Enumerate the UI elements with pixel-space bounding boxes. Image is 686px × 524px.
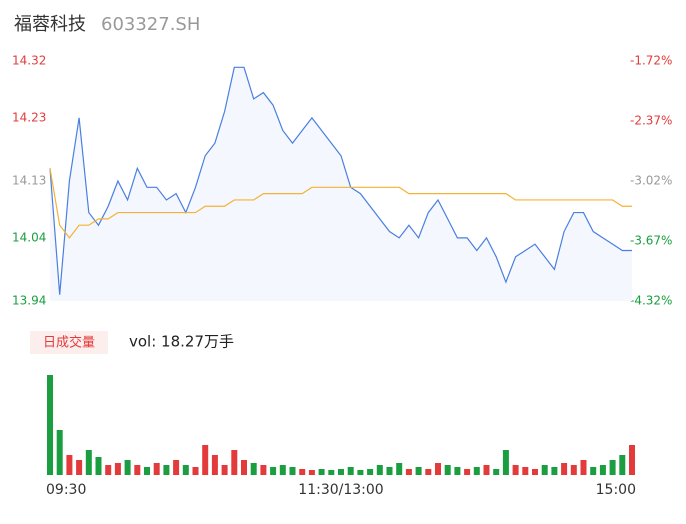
volume-bar [66, 455, 73, 475]
volume-bar [512, 465, 519, 475]
volume-bar [347, 467, 354, 475]
volume-bar [590, 467, 597, 475]
volume-bar [279, 465, 286, 475]
volume-bar [289, 467, 296, 475]
volume-bar [473, 467, 480, 475]
volume-bar [609, 460, 616, 475]
volume-bar [250, 463, 257, 475]
volume-bar [435, 463, 441, 475]
volume-bar [308, 470, 315, 475]
volume-bar [114, 463, 121, 475]
y2-tick-label: -2.37% [630, 114, 672, 128]
volume-bar [47, 375, 53, 475]
price-line [49, 66, 632, 295]
volume-bar [163, 465, 170, 475]
volume-bar [173, 460, 180, 475]
volume-bar [338, 469, 344, 475]
volume-bar [270, 467, 277, 475]
volume-bar [541, 465, 548, 475]
volume-bar [357, 470, 364, 475]
volume-bar [561, 463, 568, 475]
volume-bar [629, 445, 635, 475]
volume-bar [570, 465, 577, 475]
x-tick-label: 15:00 [596, 482, 636, 498]
volume-bar [502, 450, 509, 475]
volume-bar [105, 465, 112, 475]
y-tick-label: 14.04 [12, 230, 46, 244]
y-tick-label: 14.13 [12, 174, 46, 188]
volume-bar [551, 467, 558, 475]
volume-bar [221, 465, 228, 475]
volume-total: vol: 18.27万手 [129, 333, 234, 351]
volume-bar [386, 467, 393, 475]
volume-bar [522, 467, 529, 475]
volume-bar [599, 465, 606, 475]
volume-bar [483, 465, 490, 475]
volume-bar [464, 469, 471, 475]
average-line [49, 168, 632, 239]
volume-bar [192, 467, 199, 475]
x-tick-label: 09:30 [46, 482, 86, 498]
volume-bar [299, 469, 306, 475]
volume-bar [376, 465, 383, 475]
volume-bar [153, 463, 160, 475]
volume-bar [231, 450, 238, 475]
volume-badge [30, 331, 108, 354]
volume-bar [415, 467, 422, 475]
y2-tick-label: -1.72% [630, 54, 672, 68]
volume-bar [619, 455, 626, 475]
volume-bar [328, 470, 335, 475]
volume-bar [241, 460, 247, 475]
volume-bar [134, 465, 141, 475]
y-tick-label: 14.32 [12, 54, 46, 68]
volume-bar [493, 469, 500, 475]
volume-bar [182, 465, 189, 475]
volume-bar [367, 469, 374, 475]
volume-bar [454, 467, 461, 475]
volume-bar [144, 467, 150, 475]
volume-bar [318, 469, 325, 475]
volume-bar [532, 469, 538, 475]
volume-bar [95, 457, 102, 475]
price-area [50, 67, 632, 301]
x-tick-label: 11:30/13:00 [298, 482, 383, 498]
volume-bar [580, 460, 587, 475]
volume-bar [211, 455, 218, 475]
volume-bar [202, 445, 209, 475]
y2-tick-label: -3.67% [630, 234, 672, 248]
stock-code: 603327.SH [101, 14, 200, 35]
y2-tick-label: -4.32% [630, 294, 672, 308]
volume-bar [405, 469, 412, 475]
y2-tick-label: -3.02% [630, 174, 672, 188]
volume-bar [396, 463, 403, 475]
stock-name: 福蓉科技 [14, 14, 86, 35]
volume-label: 日成交量 [43, 335, 95, 351]
volume-bar [85, 450, 92, 475]
volume-bar [425, 469, 432, 475]
y-tick-label: 14.23 [12, 110, 46, 124]
volume-bar [124, 460, 131, 475]
volume-bar [260, 465, 267, 475]
y-tick-label: 13.94 [12, 294, 46, 308]
volume-bar [444, 465, 451, 475]
volume-bar [56, 430, 63, 475]
volume-bar [76, 460, 83, 475]
